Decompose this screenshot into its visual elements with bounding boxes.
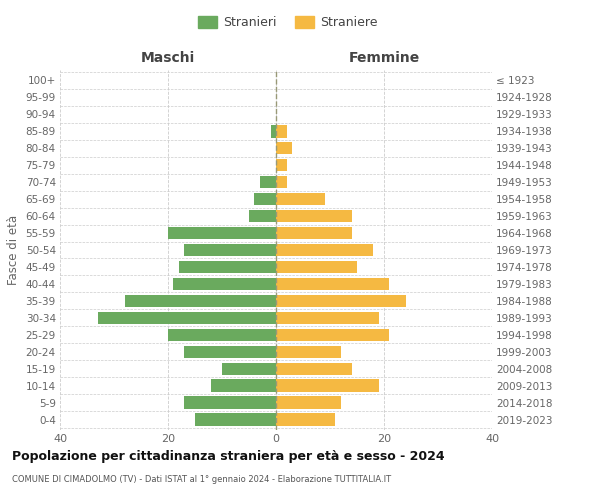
Bar xyxy=(276,260,357,274)
Text: COMUNE DI CIMADOLMO (TV) - Dati ISTAT al 1° gennaio 2024 - Elaborazione TUTTITAL: COMUNE DI CIMADOLMO (TV) - Dati ISTAT al… xyxy=(12,475,391,484)
Bar xyxy=(276,192,325,205)
Bar xyxy=(184,346,276,358)
Text: Femmine: Femmine xyxy=(349,51,419,65)
Bar xyxy=(276,226,352,239)
Text: Maschi: Maschi xyxy=(141,51,195,65)
Bar xyxy=(260,176,276,188)
Bar xyxy=(276,244,373,256)
Bar xyxy=(276,380,379,392)
Bar xyxy=(276,362,352,375)
Bar xyxy=(249,210,276,222)
Text: Popolazione per cittadinanza straniera per età e sesso - 2024: Popolazione per cittadinanza straniera p… xyxy=(12,450,445,463)
Bar xyxy=(276,210,352,222)
Bar xyxy=(276,176,287,188)
Bar xyxy=(222,362,276,375)
Bar xyxy=(271,125,276,138)
Bar xyxy=(276,328,389,342)
Bar xyxy=(195,414,276,426)
Bar xyxy=(173,278,276,290)
Legend: Stranieri, Straniere: Stranieri, Straniere xyxy=(193,11,383,34)
Bar xyxy=(276,414,335,426)
Bar xyxy=(125,294,276,308)
Bar xyxy=(276,158,287,172)
Bar xyxy=(184,244,276,256)
Bar xyxy=(98,312,276,324)
Bar xyxy=(276,396,341,409)
Bar xyxy=(211,380,276,392)
Bar xyxy=(184,396,276,409)
Bar xyxy=(276,142,292,154)
Bar xyxy=(168,328,276,342)
Bar xyxy=(276,346,341,358)
Bar xyxy=(254,192,276,205)
Bar xyxy=(276,294,406,308)
Bar xyxy=(276,125,287,138)
Bar xyxy=(276,312,379,324)
Bar xyxy=(276,278,389,290)
Bar xyxy=(168,226,276,239)
Y-axis label: Fasce di età: Fasce di età xyxy=(7,215,20,285)
Bar xyxy=(179,260,276,274)
